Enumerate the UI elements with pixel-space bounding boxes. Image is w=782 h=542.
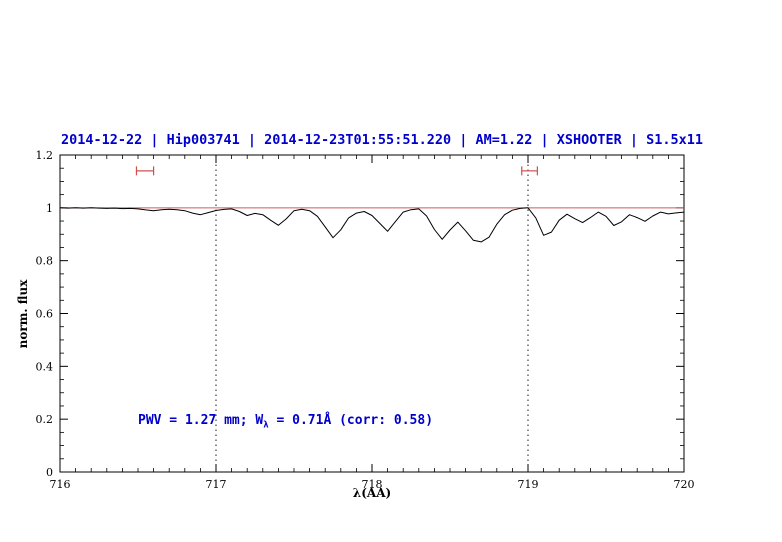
pwv-annotation: PWV = 1.27 mm; Wλ = 0.71Å (corr: 0.58) [138,413,433,431]
y-tick-label: 0.6 [36,308,54,321]
plot-title: 2014-12-22 | Hip003741 | 2014-12-23T01:5… [60,132,704,148]
x-tick-label: 720 [674,478,695,491]
y-tick-label: 0.8 [36,255,54,268]
x-tick-label: 718 [362,478,383,491]
x-tick-label: 716 [50,478,71,491]
pwv-annotation-lambda-subscript: λ [263,420,269,431]
spectrum-line [59,207,685,243]
y-tick-label: 0.4 [36,360,54,373]
pwv-annotation-pre: PWV = 1.27 mm; W [138,413,264,428]
x-axis-label: λ(AA) [352,486,392,500]
y-tick-label: 0.2 [36,413,54,426]
x-tick-label: 717 [206,478,227,491]
y-axis-label: norm. flux [16,279,30,349]
y-tick-label: 1 [46,202,53,215]
y-tick-label: 0 [46,466,53,479]
y-tick-label: 1.2 [36,149,54,162]
pwv-annotation-post: = 0.71Å (corr: 0.58) [268,413,434,428]
x-tick-label: 719 [518,478,539,491]
